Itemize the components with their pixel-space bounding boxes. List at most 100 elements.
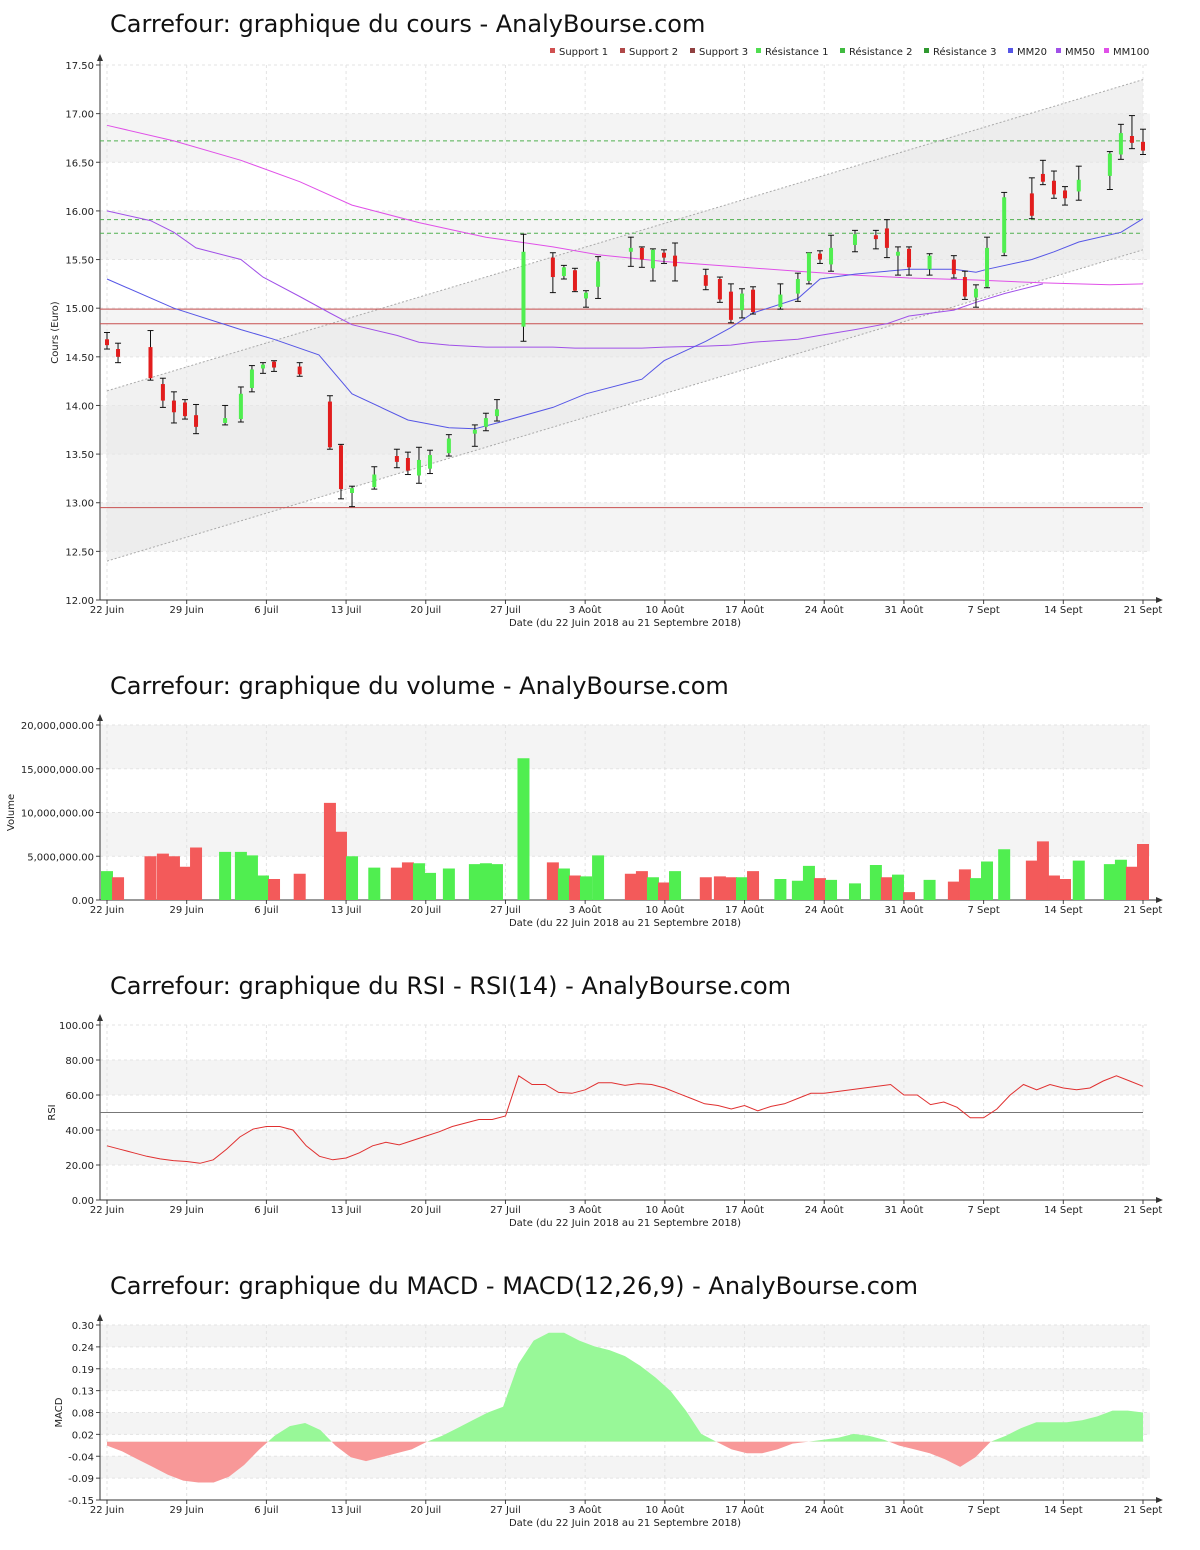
y-tick-label: 12.50 <box>65 547 94 558</box>
x-tick-label: 29 Juin <box>170 605 204 616</box>
candle-body <box>394 456 399 462</box>
volume-bar <box>981 861 994 900</box>
grid-band <box>100 1325 1150 1347</box>
legend-swatch <box>1008 48 1013 53</box>
candle-body <box>829 247 834 265</box>
mm20-line <box>106 218 1144 430</box>
volume-bar <box>1137 844 1149 900</box>
legend-entry: Résistance 3 <box>933 46 996 58</box>
candle-body <box>817 253 822 260</box>
legend-entry: Support 2 <box>629 47 678 58</box>
volume-bar <box>624 873 637 900</box>
candle-body <box>985 247 990 287</box>
candle-body <box>405 457 410 471</box>
y-tick-label: 60.00 <box>65 1091 94 1102</box>
candle-body <box>446 438 451 454</box>
x-tick-label: 21 Sept <box>1124 1505 1163 1516</box>
y-tick-label: 40.00 <box>65 1126 94 1137</box>
trend-channel <box>107 79 1143 562</box>
volume-bar <box>802 865 815 900</box>
candle-body <box>182 402 187 417</box>
x-tick-label: 17 Août <box>725 904 764 916</box>
candle-body <box>778 294 783 308</box>
candle-body <box>272 361 277 368</box>
volume-bar <box>245 855 258 900</box>
x-tick-label: 24 Août <box>805 904 844 916</box>
legend-entry: MM20 <box>1017 47 1047 58</box>
x-tick-label: 14 Sept <box>1044 1205 1083 1216</box>
volume-bar <box>468 864 481 900</box>
volume-bar <box>323 802 336 900</box>
candle-body <box>521 251 526 327</box>
y-tick-label: 13.50 <box>65 450 94 461</box>
x-tick-label: 21 Sept <box>1124 1205 1163 1216</box>
x-tick-label: 22 Juin <box>90 905 124 916</box>
y-tick-label: 17.50 <box>65 61 94 72</box>
y-tick-label: 80.00 <box>65 1056 94 1067</box>
x-tick-label: 17 Août <box>725 1504 764 1516</box>
candle-body <box>1076 179 1081 192</box>
x-tick-label: 13 Juil <box>331 605 362 616</box>
grid-band <box>100 725 1150 769</box>
volume-bar <box>1036 841 1049 900</box>
candle-body <box>1129 136 1134 143</box>
candle-body <box>561 267 566 277</box>
x-tick-label: 20 Juil <box>410 905 441 916</box>
x-tick-label: 14 Sept <box>1044 605 1083 616</box>
legend-swatch <box>1056 48 1061 53</box>
candle-body <box>795 279 800 294</box>
volume-bar <box>1025 860 1038 900</box>
y-tick-label: 15.00 <box>65 304 94 315</box>
rsi-line <box>106 1075 1144 1164</box>
channel-lower-line <box>106 249 1144 562</box>
candle-body <box>416 459 421 476</box>
volume-bar <box>1103 864 1116 900</box>
candle-body <box>260 364 265 369</box>
candle-body <box>639 247 644 260</box>
x-tick-label: 7 Sept <box>967 605 999 616</box>
x-tick-label: 20 Juil <box>410 1205 441 1216</box>
x-tick-label: 29 Juin <box>170 1205 204 1216</box>
candle-body <box>350 488 355 493</box>
y-tick-label: 16.00 <box>65 207 94 218</box>
x-tick-label: 14 Sept <box>1044 1505 1083 1516</box>
x-axis-label: Date (du 22 Juin 2018 au 21 Septembre 20… <box>509 918 741 929</box>
volume-bar <box>442 868 455 900</box>
legend-swatch <box>620 48 625 53</box>
x-axis-arrow <box>1156 1497 1163 1503</box>
legend-swatch <box>924 48 929 53</box>
x-tick-label: 13 Juil <box>331 905 362 916</box>
volume-bar <box>178 866 191 900</box>
volume-bar <box>390 867 403 900</box>
grid-band <box>100 812 1150 857</box>
y-axis-arrow <box>97 1014 103 1021</box>
candle-body <box>884 228 889 248</box>
x-tick-label: 31 Août <box>884 1204 923 1216</box>
volume-panel: Carrefour: graphique du volume - AnalyBo… <box>0 660 1200 940</box>
volume-bar <box>947 881 960 900</box>
y-tick-label: 20,000,000.00 <box>21 721 94 732</box>
y-tick-label: -0.09 <box>68 1474 94 1485</box>
channel-upper-line <box>106 79 1144 392</box>
candle-body <box>739 293 744 311</box>
y-tick-label: 15,000,000.00 <box>21 765 94 776</box>
x-tick-label: 10 Août <box>645 904 684 916</box>
y-tick-label: 17.00 <box>65 110 94 121</box>
volume-bar <box>256 875 269 900</box>
volume-bar <box>190 847 203 900</box>
y-tick-label: 0.08 <box>72 1409 94 1420</box>
y-tick-label: 13.00 <box>65 499 94 510</box>
volume-bar <box>923 879 936 900</box>
candle-body <box>238 393 243 420</box>
candle-body <box>194 415 199 427</box>
candle-body <box>550 257 555 278</box>
y-axis-label: Cours (Euro) <box>50 301 61 364</box>
candle-body <box>116 349 121 357</box>
y-axis-label: RSI <box>47 1104 58 1120</box>
candle-body <box>717 279 722 300</box>
x-tick-label: 13 Juil <box>331 1505 362 1516</box>
y-tick-label: 0.24 <box>72 1343 94 1354</box>
volume-bar <box>592 855 605 900</box>
y-axis-label: MACD <box>54 1397 65 1427</box>
y-tick-label: 0.19 <box>72 1365 94 1376</box>
